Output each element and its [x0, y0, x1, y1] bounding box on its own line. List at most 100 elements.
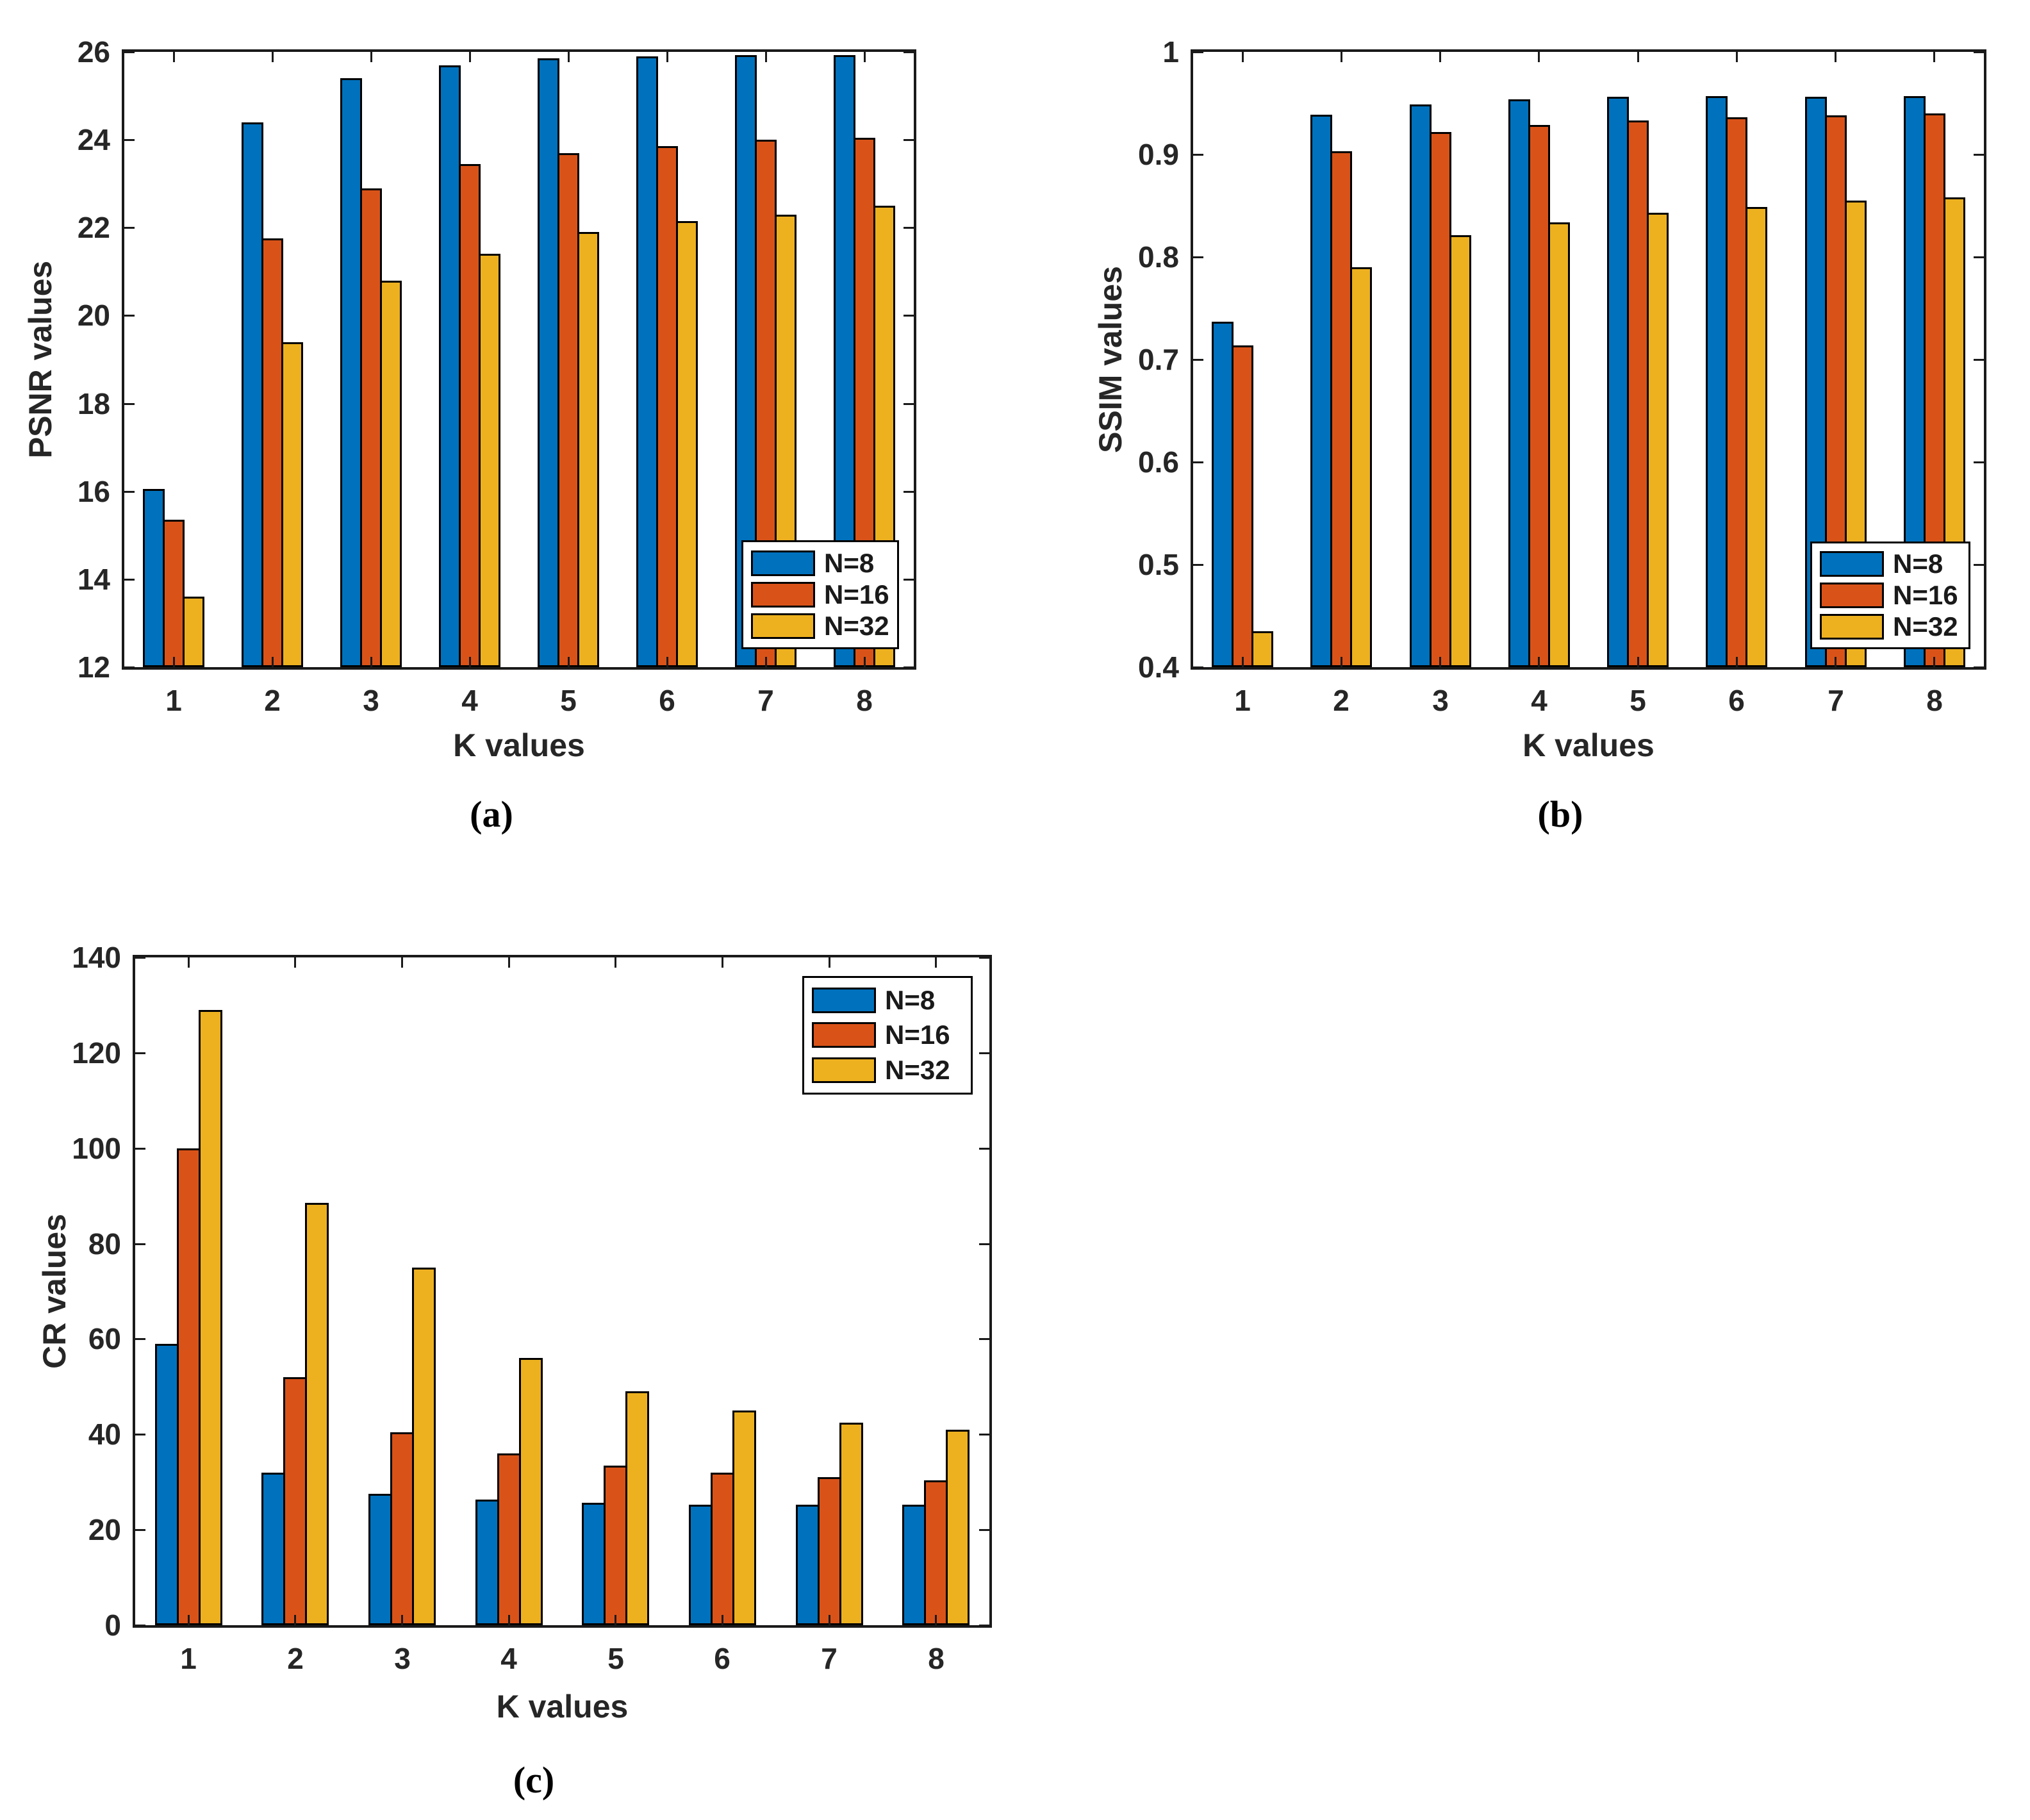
x-tick-mark — [1439, 52, 1441, 62]
bar-n8-k3 — [1410, 104, 1432, 667]
y-tick-label: 0.4 — [1138, 650, 1179, 684]
x-tick-mark — [1637, 657, 1639, 667]
y-axis-label: SSIM values — [1093, 266, 1128, 453]
bar-n8-k4 — [439, 65, 461, 667]
x-tick-mark — [864, 657, 866, 667]
y-tick-label: 120 — [72, 1036, 121, 1070]
y-tick-mark — [904, 579, 914, 581]
x-tick-label: 3 — [394, 1642, 411, 1675]
plot-area — [122, 49, 916, 670]
x-tick-mark — [722, 1615, 723, 1625]
legend-label: N=8 — [885, 985, 936, 1016]
y-tick-label: 0.7 — [1138, 343, 1179, 376]
y-tick-mark — [979, 1434, 989, 1435]
y-tick-mark — [1193, 359, 1203, 361]
x-tick-mark — [1538, 657, 1540, 667]
y-tick-label: 16 — [77, 475, 110, 508]
bar-n32-k2 — [281, 342, 303, 667]
legend-swatch-orange — [1820, 582, 1884, 608]
legend-item: N=32 — [751, 611, 892, 641]
y-tick-label: 0.9 — [1138, 138, 1179, 171]
x-tick-label: 4 — [461, 684, 478, 717]
y-tick-mark — [135, 1338, 145, 1340]
x-tick-mark — [1341, 52, 1342, 62]
y-tick-mark — [135, 1148, 145, 1150]
x-tick-mark — [666, 657, 668, 667]
y-tick-mark — [904, 403, 914, 405]
bar-n8-k3 — [368, 1494, 392, 1625]
y-tick-mark — [904, 315, 914, 317]
y-tick-mark — [124, 579, 135, 581]
legend-swatch-yellow — [1820, 613, 1884, 640]
bar-n16-k2 — [283, 1377, 307, 1625]
y-tick-mark — [124, 139, 135, 141]
bar-n8-k2 — [242, 122, 263, 667]
bar-n32-k2 — [1350, 267, 1372, 667]
x-tick-mark — [615, 957, 616, 968]
y-tick-mark — [1193, 564, 1203, 566]
y-tick-mark — [124, 666, 135, 668]
bar-n8-k8 — [902, 1505, 926, 1625]
y-tick-mark — [124, 315, 135, 317]
y-tick-mark — [904, 51, 914, 53]
bar-n16-k7 — [1825, 115, 1847, 667]
legend-label: N=8 — [1893, 549, 1943, 579]
x-tick-mark — [1933, 657, 1935, 667]
bar-n16-k6 — [1726, 117, 1747, 667]
x-tick-mark — [1242, 657, 1244, 667]
x-tick-label: 7 — [821, 1642, 838, 1675]
bar-n8-k3 — [340, 78, 362, 667]
bar-n8-k8 — [1904, 96, 1926, 667]
y-tick-mark — [1193, 666, 1203, 668]
bar-n16-k5 — [557, 153, 579, 667]
y-tick-label: 1 — [1162, 35, 1179, 69]
legend-label: N=32 — [885, 1054, 950, 1085]
x-tick-label: 7 — [1828, 684, 1844, 717]
y-tick-mark — [1974, 256, 1984, 258]
x-tick-mark — [765, 657, 767, 667]
x-tick-label: 3 — [363, 684, 379, 717]
legend-label: N=32 — [824, 611, 889, 641]
bar-n32-k8 — [873, 206, 895, 667]
x-tick-mark — [829, 1615, 830, 1625]
x-tick-label: 6 — [1728, 684, 1745, 717]
bar-n32-k6 — [676, 221, 698, 667]
x-tick-mark — [469, 52, 471, 62]
y-tick-mark — [904, 666, 914, 668]
y-tick-label: 22 — [77, 211, 110, 244]
bar-n16-k2 — [1330, 151, 1352, 667]
subfigure-caption: (b) — [1537, 793, 1583, 835]
bar-n32-k3 — [380, 281, 402, 667]
bar-n8-k5 — [582, 1503, 606, 1625]
legend-label: N=16 — [885, 1020, 950, 1050]
y-tick-label: 20 — [88, 1513, 121, 1546]
bar-n8-k1 — [143, 489, 165, 667]
bar-n16-k1 — [177, 1148, 201, 1625]
y-tick-mark — [979, 1338, 989, 1340]
y-tick-mark — [904, 227, 914, 229]
x-tick-label: 1 — [180, 1642, 197, 1675]
bar-n16-k2 — [261, 238, 283, 667]
x-tick-mark — [173, 657, 175, 667]
bar-n32-k6 — [1745, 207, 1767, 667]
bar-n8-k1 — [155, 1344, 179, 1625]
legend-item: N=16 — [1820, 580, 1963, 611]
legend-swatch-blue — [812, 988, 876, 1014]
x-tick-mark — [1538, 52, 1540, 62]
bar-n32-k6 — [732, 1410, 756, 1625]
bar-n16-k1 — [163, 520, 185, 667]
legend-swatch-yellow — [812, 1057, 876, 1083]
bar-n8-k1 — [1212, 322, 1234, 667]
y-tick-label: 18 — [77, 387, 110, 420]
x-tick-mark — [1439, 657, 1441, 667]
bar-n32-k4 — [479, 254, 500, 667]
bar-n32-k8 — [946, 1430, 970, 1625]
bar-n8-k5 — [538, 58, 559, 667]
x-tick-label: 4 — [1531, 684, 1547, 717]
subfigure-caption: (c) — [513, 1759, 555, 1801]
legend-swatch-yellow — [751, 613, 815, 640]
bar-n32-k5 — [1647, 213, 1669, 667]
x-tick-mark — [935, 957, 937, 968]
x-tick-label: 8 — [1926, 684, 1943, 717]
